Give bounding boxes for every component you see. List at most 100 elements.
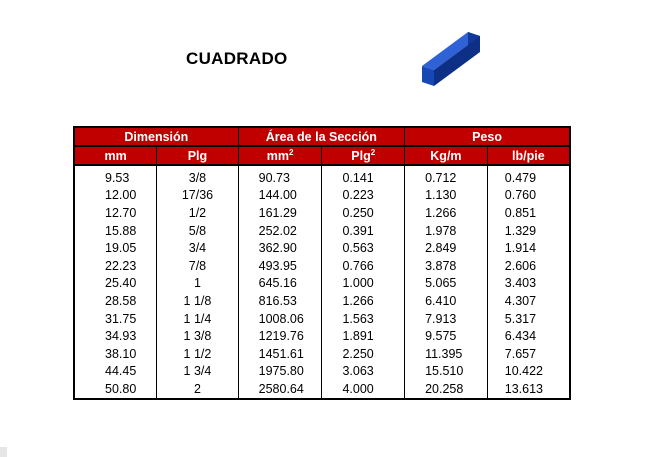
table-cell: 2.606 xyxy=(486,256,571,275)
table-cell: 5.065 xyxy=(404,274,488,293)
table-cell: 38.10 xyxy=(73,344,158,363)
table-row: 31.75 1 1/4 1008.06 1.563 7.913 5.317 xyxy=(73,309,571,328)
table-cell: 1 1/2 xyxy=(156,344,239,363)
table-cell: 1008.06 xyxy=(237,309,323,328)
table-cell: 0.250 xyxy=(321,204,406,222)
table-cell: 12.00 xyxy=(73,186,158,205)
table-cell: 90.73 xyxy=(237,165,323,187)
page-title: CUADRADO xyxy=(186,49,288,68)
table-cell: 15.510 xyxy=(404,362,488,381)
table-cell: 2 xyxy=(156,380,239,399)
table-cell: 1451.61 xyxy=(237,344,323,363)
table-cell: 1 1/4 xyxy=(156,309,239,328)
table-cell: 3/8 xyxy=(156,165,239,187)
unit-header: Plg2 xyxy=(321,145,406,166)
table-cell: 12.70 xyxy=(73,204,158,222)
table-cell: 1.130 xyxy=(404,186,488,205)
table-cell: 22.23 xyxy=(73,256,158,275)
table-body: 9.53 3/8 90.73 0.141 0.712 0.479 12.00 17/36 144… xyxy=(73,165,571,399)
unit-header: lb/pie xyxy=(486,145,571,166)
table-cell: 7/8 xyxy=(156,256,239,275)
table-cell: 0.223 xyxy=(321,186,406,205)
table-row: 28.58 1 1/8 816.53 1.266 6.410 4.307 xyxy=(73,292,571,310)
unit-header: mm2 xyxy=(237,145,323,166)
table-cell: 0.479 xyxy=(486,165,571,187)
table-cell: 1.563 xyxy=(321,309,406,328)
steel-properties-table: Dimensión Área de la Sección Peso mm Plg… xyxy=(73,126,571,400)
group-header-row: Dimensión Área de la Sección Peso xyxy=(73,126,571,147)
unit-header-row: mm Plg mm2 Plg2 Kg/m lb/pie xyxy=(73,145,571,166)
table-cell: 31.75 xyxy=(73,309,158,328)
table-row: 22.23 7/8 493.95 0.766 3.878 2.606 xyxy=(73,256,571,275)
table-cell: 3.878 xyxy=(404,256,488,275)
table-cell: 1 3/4 xyxy=(156,362,239,381)
table-row: 38.10 1 1/2 1451.61 2.250 11.395 7.657 xyxy=(73,344,571,363)
group-header-weight: Peso xyxy=(404,126,571,147)
table-cell: 3/4 xyxy=(156,239,239,257)
table-cell: 7.657 xyxy=(486,344,571,363)
table-row: 34.93 1 3/8 1219.76 1.891 9.575 6.434 xyxy=(73,327,571,345)
table-cell: 1.978 xyxy=(404,221,488,240)
table-cell: 25.40 xyxy=(73,274,158,293)
table-cell: 19.05 xyxy=(73,239,158,257)
table-cell: 44.45 xyxy=(73,362,158,381)
table-cell: 0.760 xyxy=(486,186,571,205)
table-cell: 493.95 xyxy=(237,256,323,275)
unit-header: mm xyxy=(73,145,158,166)
table-cell: 816.53 xyxy=(237,292,323,310)
table-cell: 11.395 xyxy=(404,344,488,363)
table-row: 9.53 3/8 90.73 0.141 0.712 0.479 xyxy=(73,165,571,187)
table-row: 15.88 5/8 252.02 0.391 1.978 1.329 xyxy=(73,221,571,240)
table-cell: 9.53 xyxy=(73,165,158,187)
table-cell: 2.849 xyxy=(404,239,488,257)
table-row: 19.05 3/4 362.90 0.563 2.849 1.914 xyxy=(73,239,571,257)
table-cell: 0.391 xyxy=(321,221,406,240)
table-cell: 3.403 xyxy=(486,274,571,293)
table-row: 12.70 1/2 161.29 0.250 1.266 0.851 xyxy=(73,204,571,222)
square-steel-bar-icon xyxy=(422,32,480,86)
table-cell: 1.266 xyxy=(404,204,488,222)
table-cell: 5.317 xyxy=(486,309,571,328)
table-cell: 0.766 xyxy=(321,256,406,275)
table-cell: 4.307 xyxy=(486,292,571,310)
table-cell: 252.02 xyxy=(237,221,323,240)
table-cell: 3.063 xyxy=(321,362,406,381)
table-cell: 0.851 xyxy=(486,204,571,222)
table-cell: 1.266 xyxy=(321,292,406,310)
table-cell: 1 3/8 xyxy=(156,327,239,345)
table-cell: 2580.64 xyxy=(237,380,323,399)
table-cell: 28.58 xyxy=(73,292,158,310)
table-cell: 7.913 xyxy=(404,309,488,328)
table-cell: 1219.76 xyxy=(237,327,323,345)
unit-header: Kg/m xyxy=(404,145,488,166)
table-cell: 1.000 xyxy=(321,274,406,293)
table-cell: 1 1/8 xyxy=(156,292,239,310)
table-cell: 20.258 xyxy=(404,380,488,399)
table-cell: 1 xyxy=(156,274,239,293)
table-cell: 0.141 xyxy=(321,165,406,187)
table-row: 50.80 2 2580.64 4.000 20.258 13.613 xyxy=(73,380,571,399)
table-cell: 13.613 xyxy=(486,380,571,399)
table-cell: 50.80 xyxy=(73,380,158,399)
table-cell: 362.90 xyxy=(237,239,323,257)
table-cell: 34.93 xyxy=(73,327,158,345)
table-cell: 6.410 xyxy=(404,292,488,310)
corner-decoration xyxy=(0,447,7,457)
table-cell: 2.250 xyxy=(321,344,406,363)
table-row: 44.45 1 3/4 1975.80 3.063 15.510 10.422 xyxy=(73,362,571,381)
unit-header: Plg xyxy=(156,145,239,166)
table-row: 25.40 1 645.16 1.000 5.065 3.403 xyxy=(73,274,571,293)
table-cell: 1/2 xyxy=(156,204,239,222)
table-cell: 0.712 xyxy=(404,165,488,187)
table-cell: 1.891 xyxy=(321,327,406,345)
table-row: 12.00 17/36 144.00 0.223 1.130 0.760 xyxy=(73,186,571,205)
table-cell: 4.000 xyxy=(321,380,406,399)
table-cell: 15.88 xyxy=(73,221,158,240)
table-cell: 5/8 xyxy=(156,221,239,240)
table-cell: 9.575 xyxy=(404,327,488,345)
table-cell: 1.914 xyxy=(486,239,571,257)
table-cell: 144.00 xyxy=(237,186,323,205)
table-cell: 17/36 xyxy=(156,186,239,205)
group-header-dimension: Dimensión xyxy=(73,126,239,147)
group-header-area: Área de la Sección xyxy=(237,126,406,147)
